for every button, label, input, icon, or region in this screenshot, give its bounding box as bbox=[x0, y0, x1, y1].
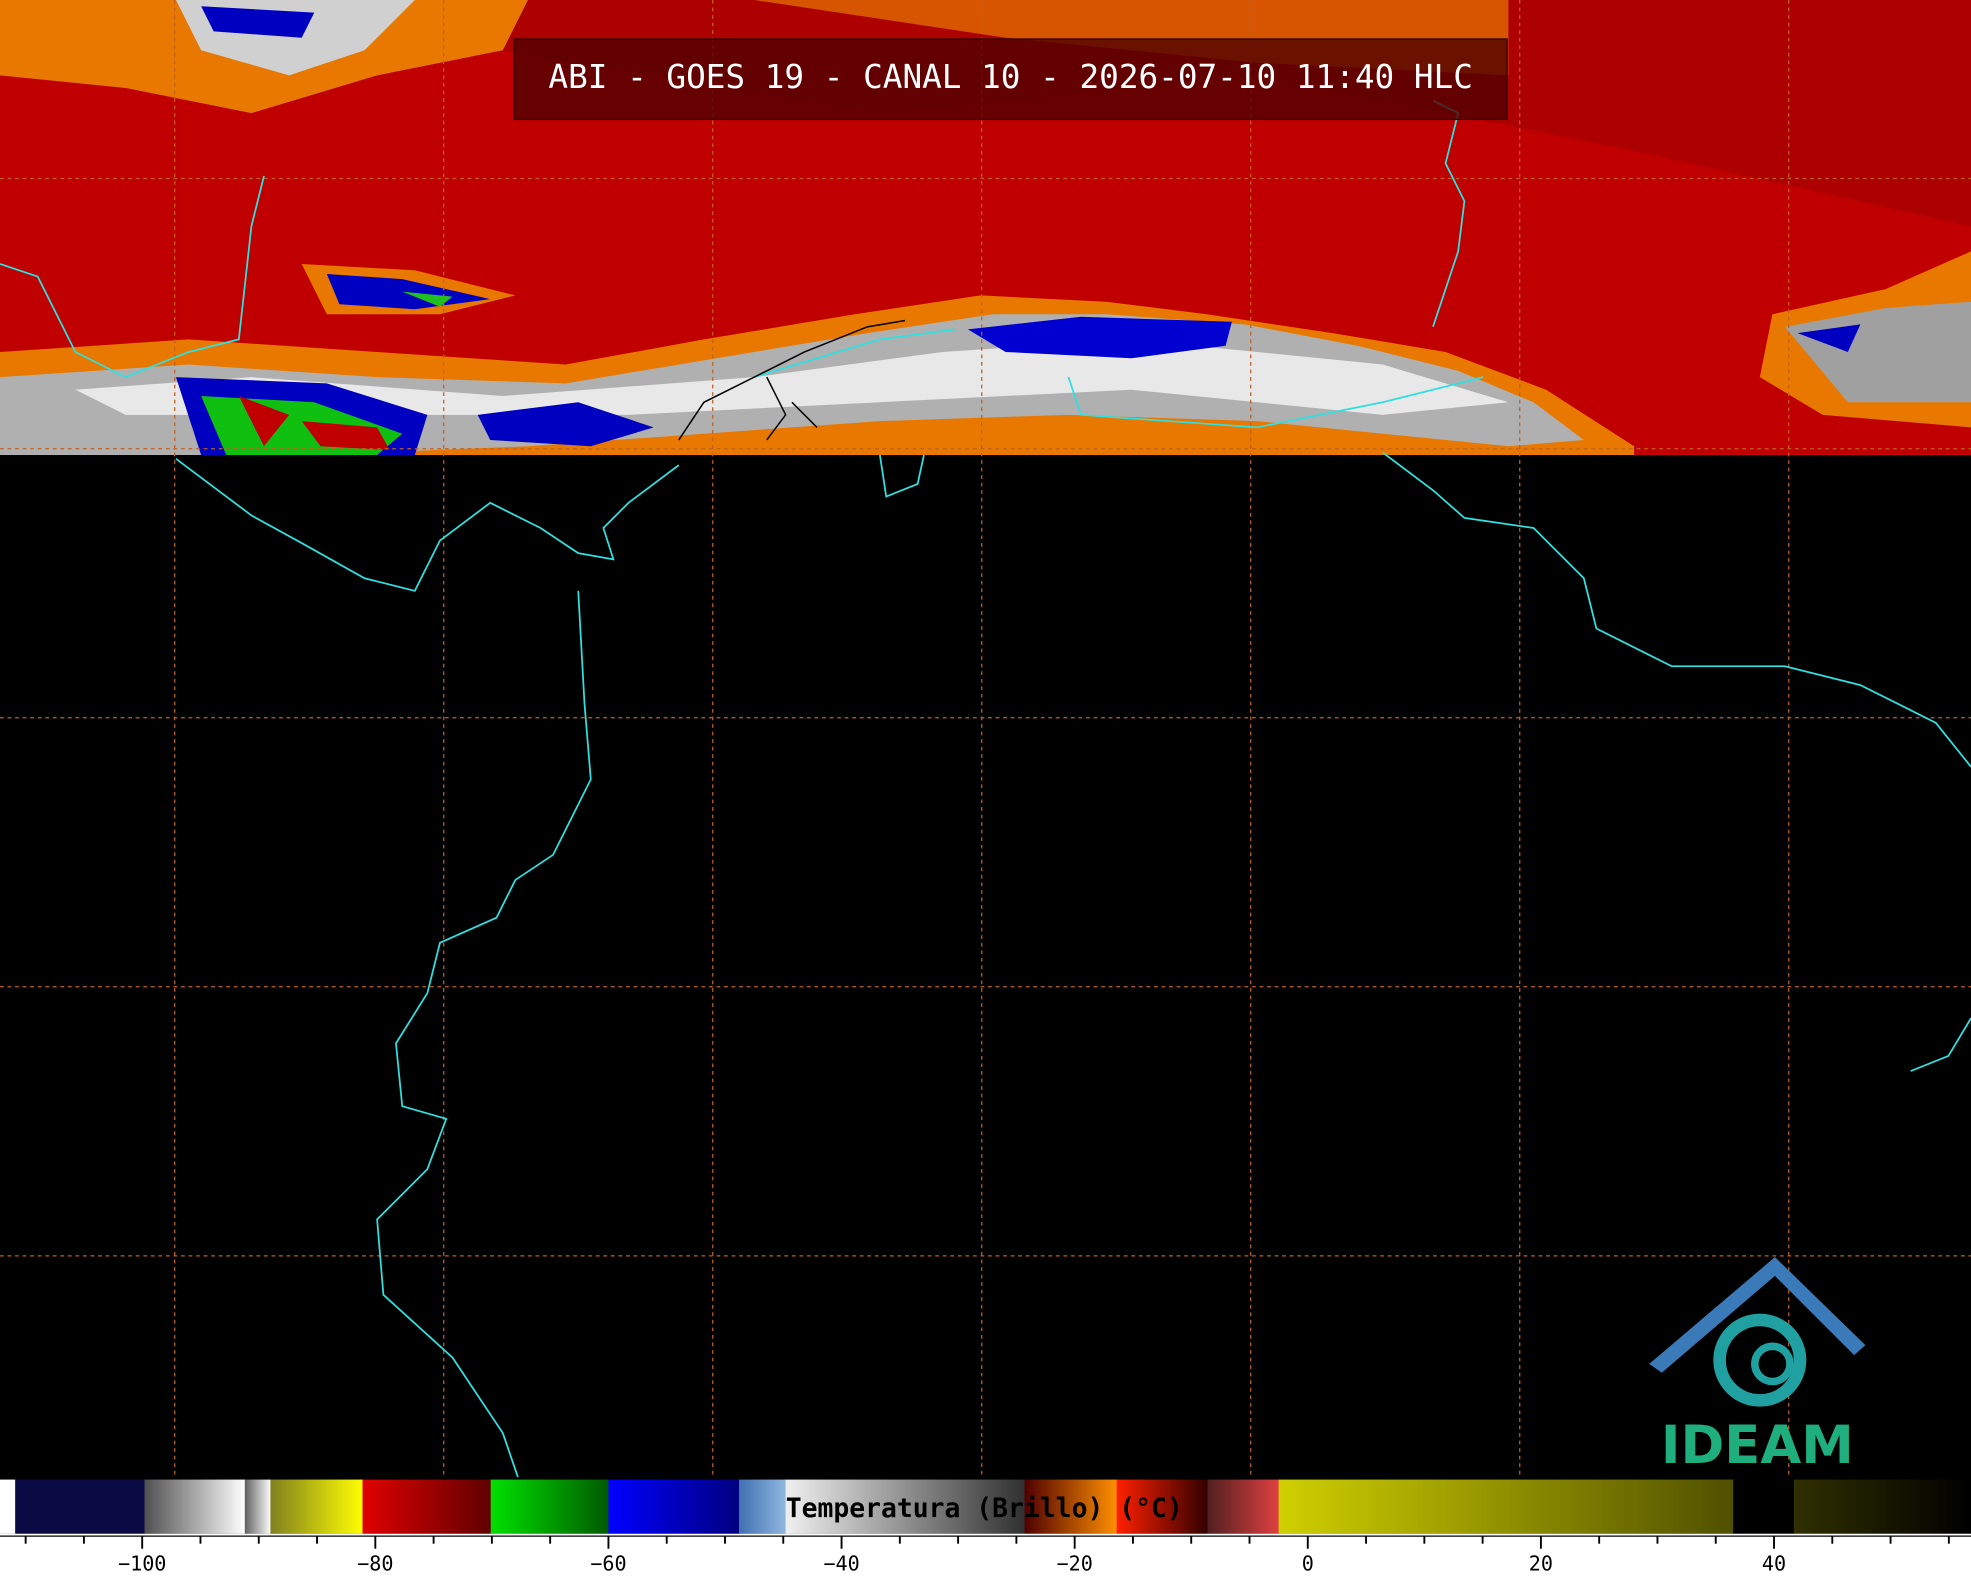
colorbar-segment bbox=[785, 1479, 1026, 1534]
tick-label: −40 bbox=[823, 1552, 859, 1576]
logo: IDEAM bbox=[1649, 1257, 1866, 1476]
tick-label: 0 bbox=[1302, 1552, 1314, 1576]
colorbar-segment bbox=[362, 1479, 492, 1534]
colorbar-segment bbox=[1793, 1479, 1971, 1534]
colorbar-segment bbox=[15, 1479, 146, 1534]
colorbar-segment bbox=[1278, 1479, 1734, 1534]
logo-text: IDEAM bbox=[1661, 1415, 1854, 1476]
colorbar-axis-bg bbox=[0, 1533, 1971, 1577]
colorbar-label: Temperatura (Brillo) (°C) bbox=[786, 1494, 1183, 1524]
tick-label: 40 bbox=[1762, 1552, 1786, 1576]
title-box bbox=[513, 38, 1508, 121]
colorbar-segment bbox=[608, 1479, 740, 1534]
tick-label: −60 bbox=[590, 1552, 626, 1576]
colorbar-segment bbox=[244, 1479, 272, 1534]
colorbar-segment bbox=[738, 1479, 787, 1534]
coastlines bbox=[0, 99, 1971, 1478]
borders bbox=[678, 319, 906, 441]
title: ABI - GOES 19 - CANAL 10 - 2026-07-10 11… bbox=[548, 58, 1472, 96]
colorbar-segment bbox=[1116, 1479, 1209, 1534]
colorbar-segment bbox=[0, 1479, 16, 1534]
colorbar-segment bbox=[1207, 1479, 1280, 1534]
colorbar-segment bbox=[144, 1479, 246, 1534]
colorbar-segment bbox=[1733, 1479, 1795, 1534]
tick-label: −100 bbox=[118, 1552, 166, 1576]
tick-label: 20 bbox=[1529, 1552, 1553, 1576]
tick-label: −80 bbox=[357, 1552, 393, 1576]
colorbar: −100 −80 −60 −40 −20 0 20 40 bbox=[0, 1479, 1971, 1577]
tick-label: −20 bbox=[1057, 1552, 1093, 1576]
colorbar-segment bbox=[490, 1479, 610, 1534]
colorbar-segment bbox=[1024, 1479, 1118, 1534]
colorbar-segment bbox=[270, 1479, 364, 1534]
